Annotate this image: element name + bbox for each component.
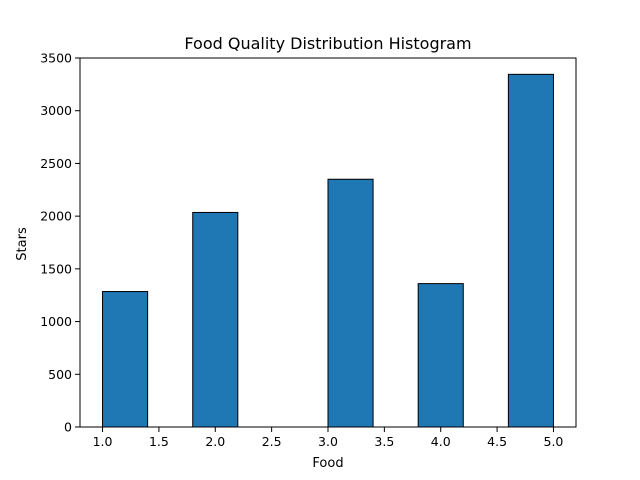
bars-group xyxy=(102,73,554,428)
y-axis-ticks: 0 500 1000 1500 2000 2500 3000 3500 xyxy=(40,51,80,435)
x-axis-ticks: 1.0 1.5 2.0 2.5 3.0 3.5 4.0 4.5 5.0 xyxy=(93,427,564,449)
x-tick-label: 5.0 xyxy=(544,434,564,449)
chart-title: Food Quality Distribution Histogram xyxy=(184,34,471,53)
y-tick-label: 2000 xyxy=(40,209,72,224)
x-axis-label: Food xyxy=(312,456,343,471)
y-tick-label: 0 xyxy=(64,420,72,435)
y-tick-label: 2500 xyxy=(40,156,72,171)
x-tick-label: 2.5 xyxy=(262,434,282,449)
x-tick-label: 3.0 xyxy=(318,434,338,449)
x-tick-label: 2.0 xyxy=(205,434,225,449)
y-tick-label: 3500 xyxy=(40,51,72,66)
y-tick-label: 1000 xyxy=(40,314,72,329)
x-tick-label: 1.5 xyxy=(149,434,169,449)
plot-frame xyxy=(79,57,577,428)
histogram-bar-5 xyxy=(327,178,374,428)
y-axis-label: Stars xyxy=(15,227,30,261)
y-tick-label: 1500 xyxy=(40,261,72,276)
x-tick-label: 1.0 xyxy=(93,434,113,449)
y-tick-label: 500 xyxy=(48,367,72,382)
x-tick-label: 4.0 xyxy=(431,434,451,449)
histogram-bar-2 xyxy=(192,211,239,428)
x-tick-label: 4.5 xyxy=(487,434,507,449)
x-tick-label: 3.5 xyxy=(374,434,394,449)
histogram-bar-7 xyxy=(417,283,464,428)
histogram-bar-0 xyxy=(102,291,149,428)
histogram-bar-9 xyxy=(507,73,554,428)
y-tick-label: 3000 xyxy=(40,103,72,118)
